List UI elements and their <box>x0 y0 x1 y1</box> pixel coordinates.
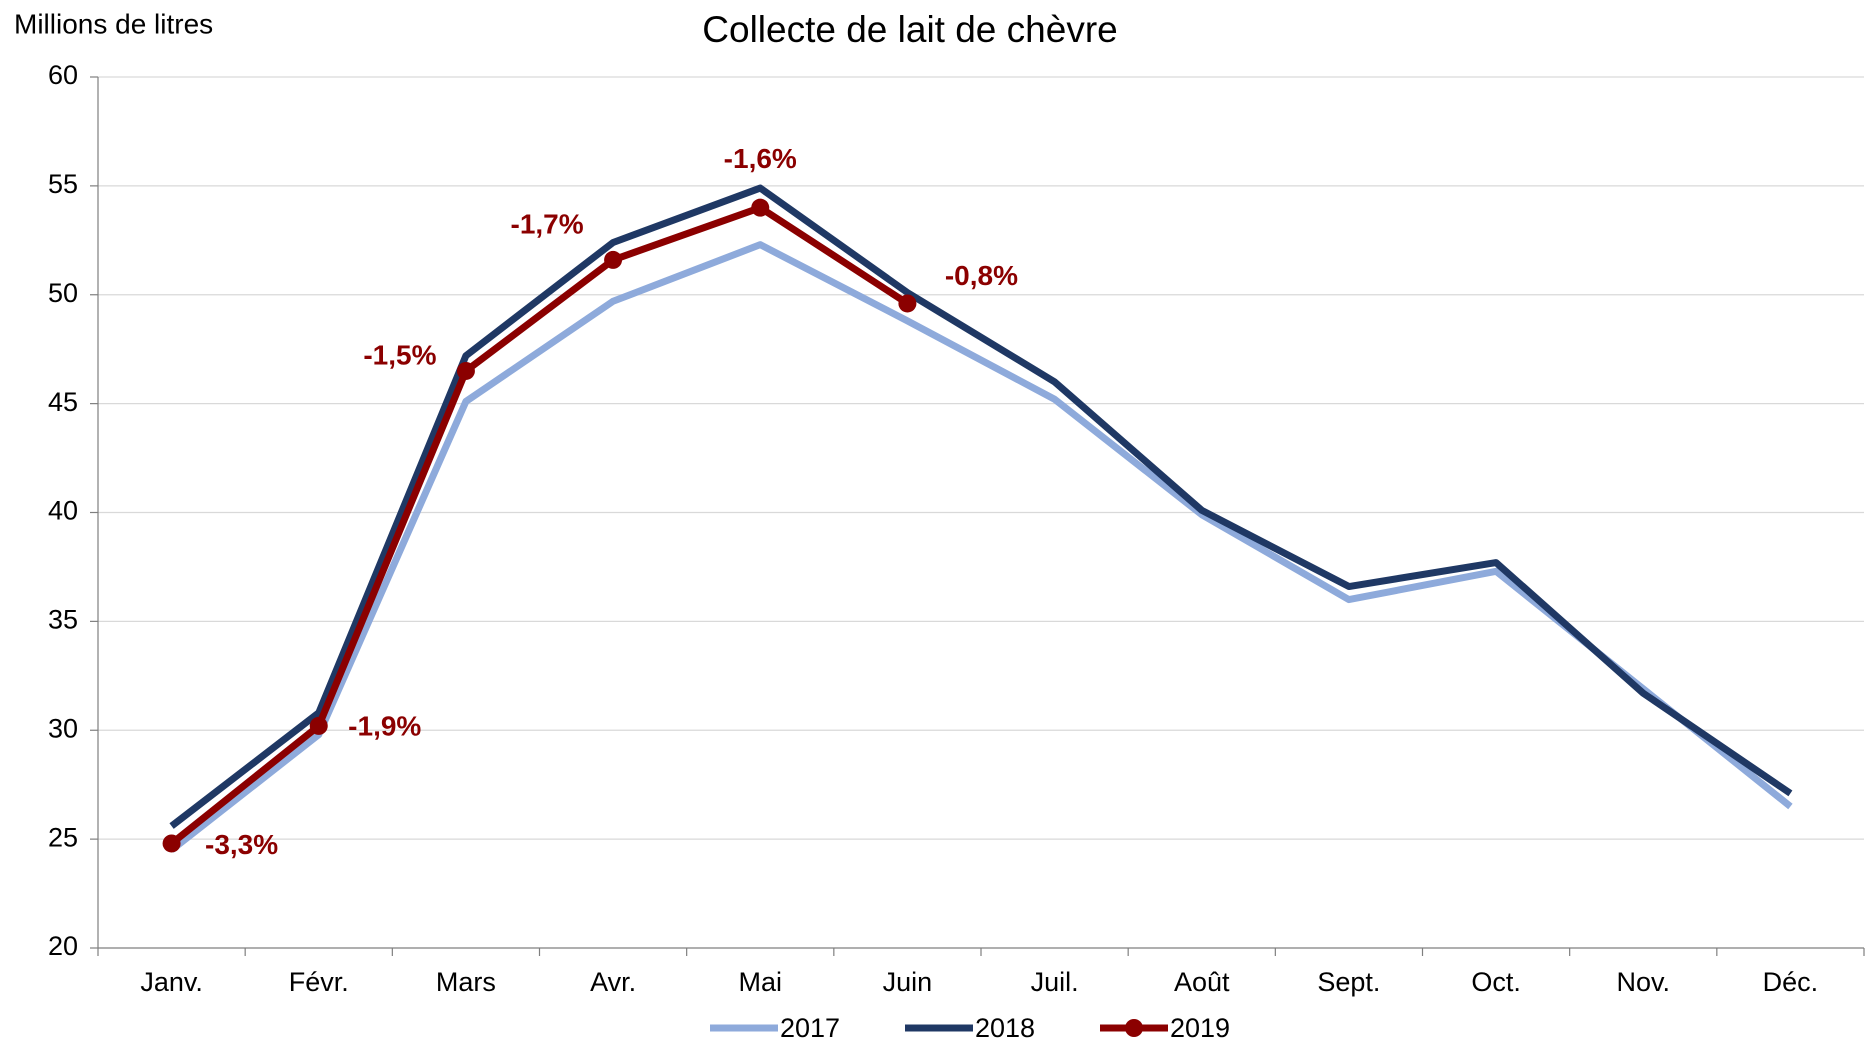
y-tick-label: 25 <box>48 822 78 852</box>
y-tick-label: 35 <box>48 605 78 635</box>
x-tick-label: Févr. <box>289 967 349 997</box>
legend-label: 2017 <box>780 1013 840 1043</box>
x-tick-label: Nov. <box>1616 967 1670 997</box>
series-line <box>169 241 1793 853</box>
series-line <box>169 204 910 847</box>
legend-marker <box>1125 1019 1143 1037</box>
x-tick-label: Juin <box>883 967 933 997</box>
data-annotation: -0,8% <box>945 260 1018 291</box>
x-tick-label: Mars <box>436 967 496 997</box>
x-tick-label: Oct. <box>1471 967 1521 997</box>
x-tick-label: Sept. <box>1317 967 1380 997</box>
y-tick-label: 55 <box>48 169 78 199</box>
x-tick-label: Août <box>1174 967 1230 997</box>
x-tick-label: Mai <box>738 967 782 997</box>
data-annotation: -1,5% <box>363 339 436 370</box>
x-tick-label: Déc. <box>1763 967 1819 997</box>
legend-label: 2018 <box>975 1013 1035 1043</box>
y-tick-label: 40 <box>48 496 78 526</box>
series-marker <box>604 250 623 269</box>
x-tick-label: Janv. <box>140 967 203 997</box>
data-annotation: -1,9% <box>348 710 421 741</box>
data-annotation: -1,6% <box>724 143 797 174</box>
y-tick-label: 20 <box>48 931 78 961</box>
series-line <box>169 184 1793 829</box>
y-tick-label: 30 <box>48 713 78 743</box>
legend-label: 2019 <box>1170 1013 1230 1043</box>
data-annotation: -3,3% <box>205 829 278 860</box>
chart-title: Collecte de lait de chèvre <box>702 9 1117 50</box>
y-tick-label: 45 <box>48 387 78 417</box>
series-marker <box>751 198 770 217</box>
y-tick-label: 50 <box>48 278 78 308</box>
y-tick-label: 60 <box>48 60 78 90</box>
y-axis-label: Millions de litres <box>14 8 213 39</box>
series-marker <box>309 716 328 735</box>
series-marker <box>456 361 475 380</box>
series-marker <box>898 294 917 313</box>
data-annotation: -1,7% <box>511 208 584 239</box>
x-tick-label: Avr. <box>590 967 636 997</box>
series-marker <box>162 834 181 853</box>
x-tick-label: Juil. <box>1031 967 1079 997</box>
